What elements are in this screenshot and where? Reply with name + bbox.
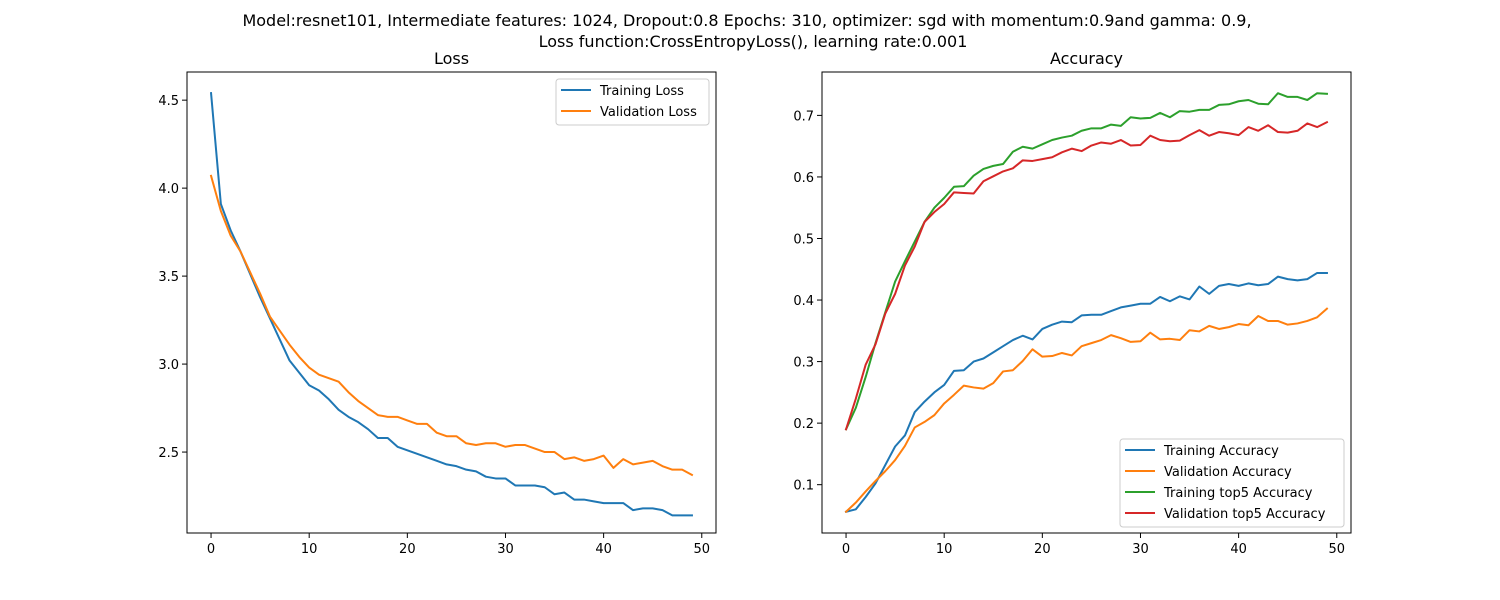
loss-y-tick-label: 2.5 (158, 446, 179, 461)
accuracy-y-tick-label: 0.4 (793, 294, 814, 309)
loss-x-tick-label: 10 (301, 542, 318, 557)
loss-subplot: Loss 0 10 20 30 40 50 2.5 3.0 3.5 4.0 4.5 Training L… (158, 49, 717, 557)
loss-legend-label: Validation Loss (600, 105, 697, 120)
loss-series-line-validation-loss (209, 174, 694, 477)
accuracy-x-tick-label: 30 (1132, 542, 1149, 557)
loss-y-tick-label: 4.0 (158, 182, 179, 197)
accuracy-x-tick-label: 40 (1230, 542, 1247, 557)
accuracy-y-tick-label: 0.7 (793, 109, 814, 124)
accuracy-series-line-training-accuracy (844, 271, 1328, 513)
loss-x-tick-label: 20 (399, 542, 416, 557)
accuracy-x-tick-label: 10 (936, 542, 953, 557)
loss-legend-box (555, 78, 710, 126)
accuracy-title: Accuracy (1050, 49, 1123, 68)
accuracy-legend-label: Training Accuracy (1163, 444, 1279, 459)
accuracy-legend: Training Accuracy Validation Accuracy Trai… (1119, 438, 1345, 528)
loss-title: Loss (434, 49, 469, 68)
figure-suptitle-line2: Loss function:CrossEntropyLoss(), learni… (539, 32, 968, 51)
loss-legend-label: Training Loss (599, 84, 684, 99)
loss-y-tick-label: 4.5 (158, 94, 179, 109)
loss-legend: Training Loss Validation Loss (555, 78, 710, 126)
loss-x-tick-label: 0 (207, 542, 215, 557)
loss-y-tick-label: 3.5 (158, 270, 179, 285)
accuracy-x-tick-label: 0 (842, 542, 850, 557)
accuracy-series-line-validation-top5-accuracy (844, 120, 1329, 431)
loss-x-tick-label: 30 (497, 542, 514, 557)
accuracy-series-line-validation-accuracy (844, 307, 1329, 514)
loss-series-line-training-loss (209, 92, 693, 517)
accuracy-y-tick-label: 0.3 (793, 356, 814, 371)
accuracy-legend-label: Validation top5 Accuracy (1164, 507, 1326, 522)
accuracy-legend-box (1119, 438, 1345, 528)
accuracy-y-tick-label: 0.6 (793, 171, 814, 186)
accuracy-axes-frame (821, 71, 1352, 534)
accuracy-y-tick-label: 0.5 (793, 232, 814, 247)
accuracy-y-tick-label: 0.2 (793, 417, 814, 432)
loss-x-tick-label: 40 (595, 542, 612, 557)
accuracy-x-tick-label: 50 (1328, 542, 1345, 557)
accuracy-legend-label: Training top5 Accuracy (1163, 486, 1313, 501)
accuracy-subplot: Accuracy 0 10 20 30 40 50 0.1 0.2 0.3 0.4 0.5 0.6 0.7… (793, 49, 1352, 557)
accuracy-legend-label: Validation Accuracy (1164, 465, 1292, 480)
loss-axes-frame (186, 71, 717, 534)
loss-y-tick-label: 3.0 (158, 358, 179, 373)
accuracy-y-tick-label: 0.1 (793, 479, 814, 494)
figure-suptitle-line1: Model:resnet101, Intermediate features: … (242, 11, 1251, 30)
accuracy-x-tick-label: 20 (1034, 542, 1051, 557)
loss-x-tick-label: 50 (693, 542, 710, 557)
